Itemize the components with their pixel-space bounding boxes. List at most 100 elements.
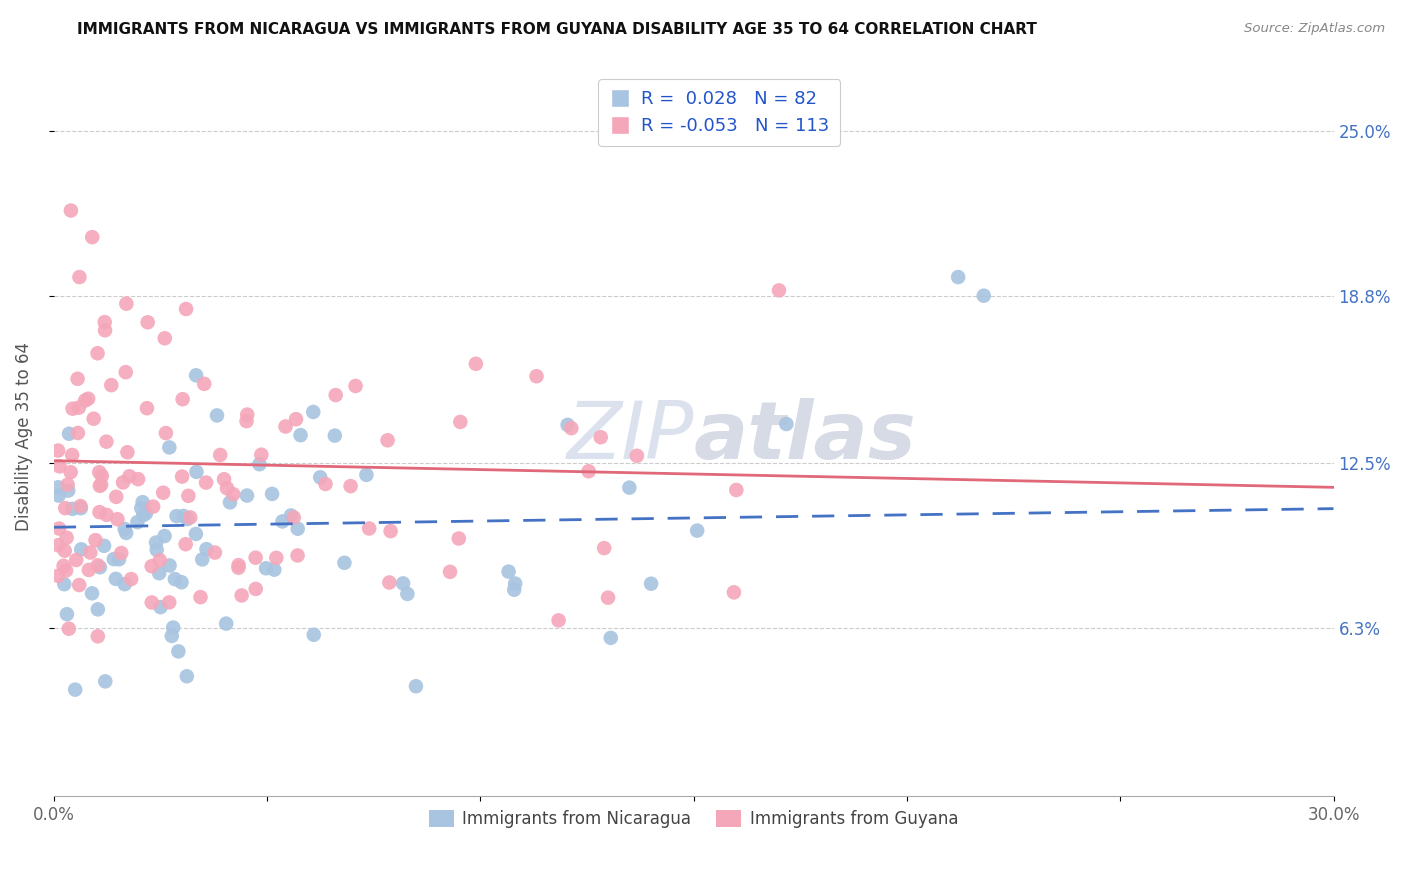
- Point: [114, 522, 136, 536]
- Point: [263, 563, 285, 577]
- Point: [262, 487, 284, 501]
- Point: [56, 477, 79, 491]
- Y-axis label: Disability Age 35 to 64: Disability Age 35 to 64: [15, 343, 32, 532]
- Point: [58, 622, 80, 636]
- Point: [94, 323, 117, 337]
- Point: [204, 545, 226, 559]
- Point: [129, 501, 152, 516]
- Point: [65, 553, 87, 567]
- Point: [136, 315, 159, 329]
- Point: [503, 576, 526, 591]
- Point: [179, 510, 201, 524]
- Point: [79, 545, 101, 559]
- Point: [280, 508, 302, 523]
- Point: [167, 644, 190, 658]
- Point: [973, 288, 995, 302]
- Point: [89, 465, 111, 479]
- Point: [89, 560, 111, 574]
- Point: [245, 550, 267, 565]
- Point: [136, 401, 159, 416]
- Point: [93, 539, 115, 553]
- Point: [560, 421, 582, 435]
- Point: [115, 525, 138, 540]
- Point: [174, 301, 197, 316]
- Point: [104, 572, 127, 586]
- Point: [271, 515, 294, 529]
- Point: [63, 682, 86, 697]
- Point: [117, 445, 139, 459]
- Point: [103, 552, 125, 566]
- Point: [219, 495, 242, 509]
- Point: [287, 522, 309, 536]
- Point: [90, 477, 112, 491]
- Point: [172, 392, 194, 407]
- Point: [380, 524, 402, 538]
- Text: atlas: atlas: [693, 398, 917, 475]
- Point: [236, 408, 259, 422]
- Point: [325, 388, 347, 402]
- Point: [176, 512, 198, 526]
- Point: [439, 565, 461, 579]
- Point: [723, 585, 745, 599]
- Point: [87, 629, 110, 643]
- Point: [195, 542, 218, 557]
- Point: [148, 566, 170, 581]
- Point: [110, 546, 132, 560]
- Point: [89, 505, 111, 519]
- Point: [114, 577, 136, 591]
- Point: [67, 270, 90, 285]
- Point: [599, 631, 621, 645]
- Point: [215, 616, 238, 631]
- Text: ZIP: ZIP: [567, 398, 693, 475]
- Point: [302, 628, 325, 642]
- Point: [285, 412, 308, 426]
- Point: [464, 357, 486, 371]
- Point: [48, 489, 70, 503]
- Point: [209, 448, 232, 462]
- Point: [127, 472, 149, 486]
- Point: [193, 376, 215, 391]
- Point: [55, 564, 77, 578]
- Point: [323, 428, 346, 442]
- Point: [145, 535, 167, 549]
- Point: [58, 426, 80, 441]
- Point: [333, 556, 356, 570]
- Point: [186, 465, 208, 479]
- Point: [163, 572, 186, 586]
- Point: [67, 401, 90, 415]
- Point: [53, 543, 76, 558]
- Point: [686, 524, 709, 538]
- Point: [155, 425, 177, 440]
- Point: [69, 501, 91, 516]
- Point: [184, 527, 207, 541]
- Point: [359, 521, 381, 535]
- Point: [100, 378, 122, 392]
- Point: [80, 586, 103, 600]
- Point: [176, 669, 198, 683]
- Point: [46, 569, 69, 583]
- Point: [578, 464, 600, 478]
- Point: [526, 369, 548, 384]
- Point: [287, 549, 309, 563]
- Point: [174, 537, 197, 551]
- Point: [145, 542, 167, 557]
- Point: [48, 522, 70, 536]
- Point: [215, 481, 238, 495]
- Point: [46, 480, 69, 494]
- Point: [127, 515, 149, 529]
- Point: [596, 591, 619, 605]
- Point: [89, 479, 111, 493]
- Point: [378, 575, 401, 590]
- Point: [231, 589, 253, 603]
- Point: [141, 595, 163, 609]
- Point: [184, 368, 207, 383]
- Point: [725, 483, 748, 497]
- Point: [56, 483, 79, 498]
- Point: [48, 459, 70, 474]
- Point: [153, 529, 176, 543]
- Point: [190, 590, 212, 604]
- Point: [86, 346, 108, 360]
- Point: [619, 481, 641, 495]
- Point: [557, 417, 579, 432]
- Point: [768, 284, 790, 298]
